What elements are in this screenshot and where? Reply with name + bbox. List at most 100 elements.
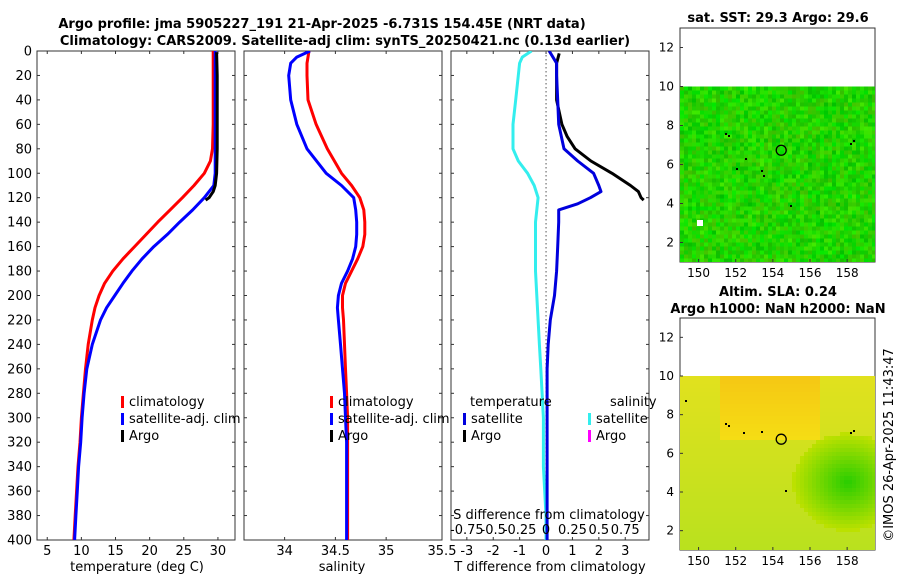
sst-cell [704,118,708,123]
sla-cell [856,508,860,512]
sst-cell [804,170,808,175]
x-tick-label: 10 [73,544,90,559]
sst-cell [696,198,700,203]
sla-cell [804,396,808,400]
sla-cell [772,496,776,500]
sst-cell [800,230,804,235]
sst-cell [800,114,804,119]
sla-cell [732,452,736,456]
sla-cell [696,404,700,408]
sla-cell [852,512,856,516]
sst-cell [792,182,796,187]
sst-cell [848,194,852,199]
sst-cell [756,190,760,195]
sst-cell [728,86,732,91]
sla-cell [840,432,844,436]
sla-cell [728,504,732,508]
sla-cell [708,448,712,452]
sla-cell [712,544,716,548]
sla-cell [784,380,788,384]
sst-cell [732,178,736,183]
sst-cell [728,258,732,262]
sla-cell [832,452,836,456]
sla-cell [836,384,840,388]
sst-cell [732,98,736,103]
sla-cell [836,468,840,472]
sst-cell [832,250,836,255]
sst-cell [856,94,860,99]
sst-cell [772,130,776,135]
sst-cell [720,242,724,247]
sst-cell [808,226,812,231]
sla-cell [748,484,752,488]
sst-cell [768,190,772,195]
missing-pixel [761,431,763,433]
sla-cell [776,380,780,384]
sla-cell [732,480,736,484]
sla-cell [736,376,740,380]
x-tick-label: 2 [595,544,603,559]
sst-cell [740,230,744,235]
sst-cell [724,178,728,183]
sla-cell [768,488,772,492]
sst-cell [696,258,700,262]
sla-cell [752,548,756,550]
sst-cell [744,130,748,135]
sla-cell [748,504,752,508]
sla-cell [708,508,712,512]
sla-cell [816,384,820,388]
sla-cell [692,376,696,380]
sst-cell [848,250,852,255]
sst-cell [768,110,772,115]
sla-cell [724,420,728,424]
sst-cell [684,258,688,262]
sla-cell [744,424,748,428]
sla-cell [860,380,864,384]
sla-cell [748,392,752,396]
sst-cell [844,94,848,99]
sla-cell [684,412,688,416]
sla-cell [680,408,684,412]
sla-cell [872,536,875,540]
sla-cell [844,380,848,384]
sst-cell [816,86,820,91]
sst-cell [744,214,748,219]
sst-cell [848,154,852,159]
sla-cell [724,460,728,464]
sla-cell [828,472,832,476]
sla-cell [748,476,752,480]
sst-cell [776,142,780,147]
sst-cell [860,102,864,107]
sst-cell [788,134,792,139]
sst-cell [724,102,728,107]
sst-cell [780,250,784,255]
sst-cell [840,174,844,179]
sla-cell [808,460,812,464]
sst-cell [872,166,875,171]
sst-cell [804,130,808,135]
sla-cell [684,540,688,544]
sla-cell [824,416,828,420]
sst-cell [696,98,700,103]
sst-cell [832,86,836,91]
sst-cell [744,250,748,255]
sla-cell [684,476,688,480]
sla-cell [816,528,820,532]
sla-cell [748,396,752,400]
sla-cell [836,500,840,504]
sla-cell [872,492,875,496]
sla-cell [816,436,820,440]
legend-swatch-satellite [121,413,124,425]
sst-cell [696,210,700,215]
sst-cell [748,90,752,95]
sla-cell [760,504,764,508]
sst-cell [812,126,816,131]
sla-cell [696,432,700,436]
sst-cell [852,210,856,215]
sla-cell [728,516,732,520]
sla-cell [680,480,684,484]
sla-cell [836,464,840,468]
sst-cell [864,174,868,179]
sst-cell [744,202,748,207]
sla-cell [680,412,684,416]
